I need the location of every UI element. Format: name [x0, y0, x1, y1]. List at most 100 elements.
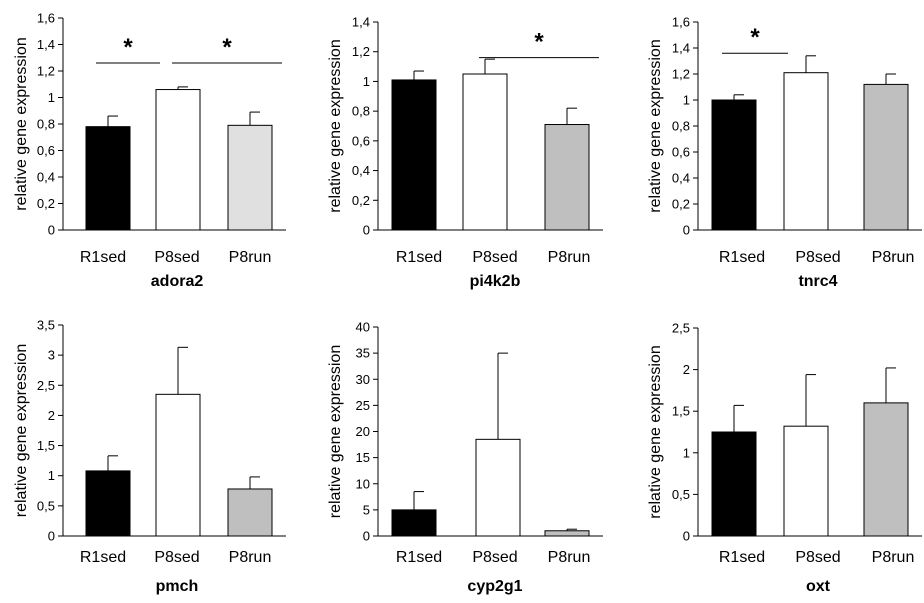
y-tick-label: 1,6: [37, 11, 55, 26]
y-tick-label: 1: [48, 468, 55, 483]
category-label: R1sed: [396, 549, 442, 566]
category-label: P8sed: [795, 549, 840, 566]
category-label: R1sed: [80, 249, 126, 266]
y-tick-label: 1: [48, 90, 55, 105]
significance-star: *: [750, 24, 760, 51]
y-tick-label: 1,5: [37, 438, 55, 453]
category-label: P8sed: [154, 549, 199, 566]
bar-P8sed: [462, 73, 508, 231]
y-tick-label: 0,5: [672, 487, 690, 502]
bar-P8sed: [475, 438, 521, 537]
y-tick-label: 0,5: [37, 498, 55, 513]
category-label: P8run: [872, 249, 915, 266]
y-tick-label: 0: [683, 529, 690, 544]
y-tick-label: 3: [48, 348, 55, 363]
bar-P8sed: [155, 89, 201, 231]
category-label: P8sed: [154, 249, 199, 266]
y-tick-label: 5: [363, 502, 370, 517]
y-tick-label: 1,4: [672, 41, 690, 56]
y-tick-label: 30: [356, 372, 370, 387]
y-tick-label: 1: [363, 74, 370, 89]
y-tick-label: 0: [363, 223, 370, 238]
y-tick-label: 0: [48, 529, 55, 544]
bar-P8run: [227, 488, 273, 537]
y-axis-label: relative gene expression: [327, 39, 344, 212]
y-axis-label: relative gene expression: [13, 344, 30, 517]
gene-title: cyp2g1: [467, 578, 522, 595]
category-label: R1sed: [719, 549, 765, 566]
category-label: P8sed: [795, 249, 840, 266]
y-tick-label: 2,5: [37, 378, 55, 393]
chart-panel-oxt: 0 0,5 1 1,5 2 2,5 relative gene expression R1se…: [647, 321, 922, 595]
significance-star: *: [123, 34, 133, 61]
bar-R1sed: [711, 99, 757, 231]
y-tick-label: 0,2: [352, 193, 370, 208]
category-label: R1sed: [396, 249, 442, 266]
bar-P8sed: [783, 72, 829, 231]
y-tick-label: 0,8: [672, 119, 690, 134]
y-tick-label: 1: [683, 445, 690, 460]
y-tick-label: 2: [48, 408, 55, 423]
y-tick-label: 1,4: [37, 37, 55, 52]
y-tick-label: 1,5: [672, 404, 690, 419]
y-tick-label: 10: [356, 476, 370, 491]
category-label: P8run: [872, 549, 915, 566]
y-tick-label: 0,6: [37, 143, 55, 158]
bar-P8sed: [155, 393, 201, 537]
significance-star: *: [222, 34, 232, 61]
y-tick-label: 2,5: [672, 321, 690, 336]
category-label: P8run: [229, 249, 272, 266]
y-tick-label: 0,4: [352, 163, 370, 178]
y-tick-label: 0: [683, 223, 690, 238]
y-tick-label: 1,6: [672, 15, 690, 30]
y-tick-label: 0: [363, 529, 370, 544]
chart-panel-adora2: 0 0,2 0,4 0,6 0,8 1 1,2 1,4 1,6 relative gene exp…: [13, 11, 286, 290]
bar-R1sed: [711, 431, 757, 537]
gene-title: tnrc4: [798, 273, 837, 290]
category-label: P8run: [229, 549, 272, 566]
y-tick-label: 20: [356, 424, 370, 439]
bar-R1sed: [391, 79, 437, 231]
y-tick-label: 0,2: [672, 197, 690, 212]
y-tick-label: 0,2: [37, 196, 55, 211]
chart-panel-pi4k2b: 0 0,2 0,4 0,6 0,8 1 1,2 1,4 relative gene expres…: [327, 15, 603, 290]
y-tick-label: 2: [683, 362, 690, 377]
y-tick-label: 0,6: [352, 133, 370, 148]
y-tick-label: 0: [48, 223, 55, 238]
y-tick-label: 0,4: [37, 170, 55, 185]
category-label: P8run: [548, 249, 591, 266]
bar-P8run: [863, 83, 909, 231]
gene-title: pi4k2b: [470, 273, 521, 290]
category-label: P8sed: [472, 549, 517, 566]
y-tick-label: 0,8: [37, 117, 55, 132]
y-tick-label: 0,8: [352, 104, 370, 119]
bar-R1sed: [85, 126, 131, 231]
bar-P8run: [863, 402, 909, 537]
y-tick-label: 25: [356, 398, 370, 413]
significance-star: *: [534, 29, 544, 56]
category-label: P8run: [548, 549, 591, 566]
category-label: P8sed: [472, 249, 517, 266]
gene-title: adora2: [151, 273, 204, 290]
chart-panel-pmch: 0 0,5 1 1,5 2 2,5 3 3,5 relative gene expression…: [13, 318, 286, 595]
y-tick-label: 0,4: [672, 171, 690, 186]
y-tick-label: 1: [683, 93, 690, 108]
chart-panel-cyp2g1: 0 5 10 15 20 25 30 35 40 relative gene expression…: [327, 320, 603, 595]
y-tick-label: 3,5: [37, 318, 55, 333]
chart-panel-tnrc4: 0 0,2 0,4 0,6 0,8 1 1,2 1,4 1,6 relative gene exp…: [647, 15, 922, 290]
y-axis-label: relative gene expression: [647, 345, 664, 518]
category-label: R1sed: [719, 249, 765, 266]
y-axis-label: relative gene expression: [13, 37, 30, 210]
bar-R1sed: [85, 470, 131, 537]
y-axis-label: relative gene expression: [647, 39, 664, 212]
gene-title: oxt: [806, 578, 831, 595]
bar-R1sed: [391, 509, 437, 537]
y-tick-label: 15: [356, 450, 370, 465]
category-label: R1sed: [80, 549, 126, 566]
bar-P8sed: [783, 425, 829, 537]
y-tick-label: 35: [356, 346, 370, 361]
y-tick-label: 0,6: [672, 145, 690, 160]
y-tick-label: 40: [356, 320, 370, 335]
y-tick-label: 1,2: [37, 64, 55, 79]
gene-title: pmch: [156, 578, 199, 595]
